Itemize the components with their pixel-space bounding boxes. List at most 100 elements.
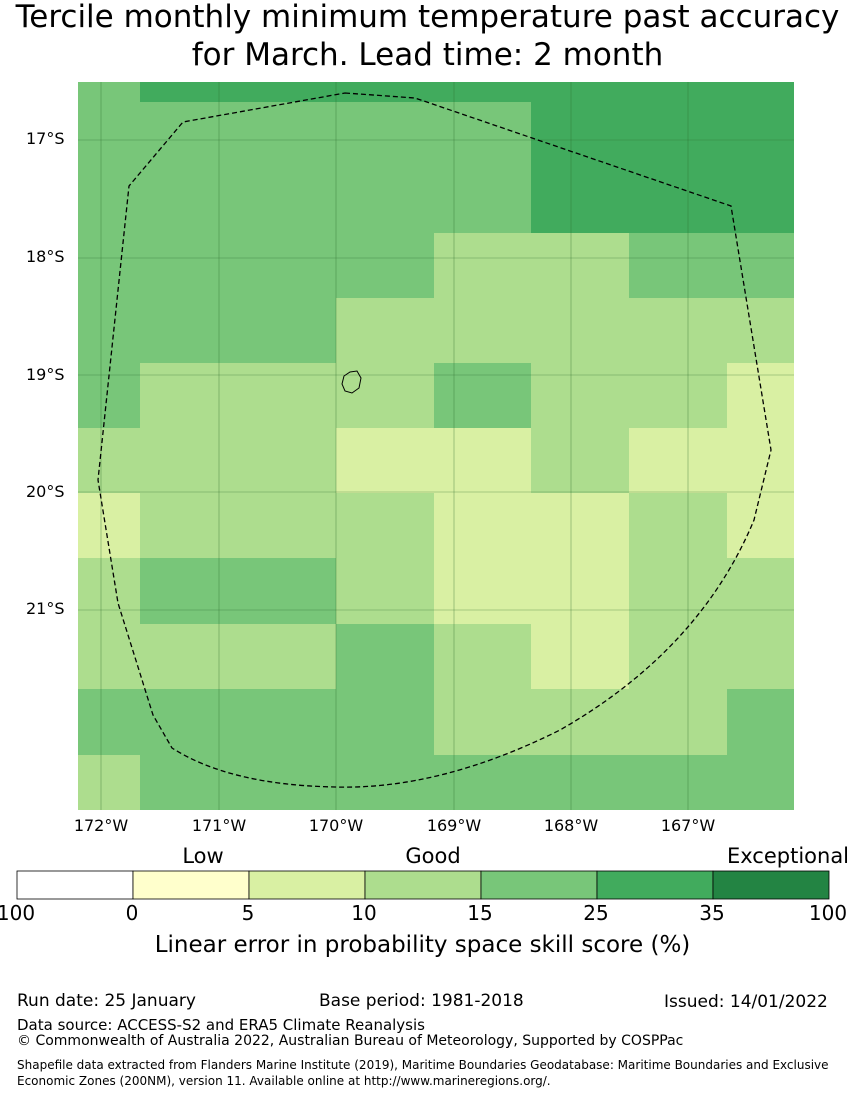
colorbar-tick: 35: [699, 901, 725, 925]
colorbar-tick: 25: [583, 901, 609, 925]
skill-cell: [238, 558, 336, 624]
skill-cell: [727, 82, 794, 167]
skill-cell: [336, 689, 434, 755]
niue-island-outline: [341, 370, 362, 394]
skill-cell: [727, 298, 794, 363]
skill-cell: [238, 689, 336, 755]
lon-label-170w: 170°W: [308, 816, 364, 835]
skill-cell: [531, 298, 629, 363]
skill-cell: [140, 755, 238, 810]
colorbar-bin: [480, 870, 598, 900]
legend-category-good: Good: [405, 844, 461, 868]
skill-cell: [140, 624, 238, 689]
colorbar-bin: [132, 870, 250, 900]
skill-cell: [238, 493, 336, 558]
skill-cell: [629, 298, 727, 363]
skill-cell: [238, 167, 336, 233]
lat-label-17s: 17°S: [26, 129, 65, 148]
skill-cell: [629, 82, 727, 167]
legend-category-exceptional: Exceptional: [726, 844, 850, 868]
skill-cell: [727, 755, 794, 810]
colorbar-bin: [596, 870, 714, 900]
skill-grid: [78, 82, 794, 810]
skill-cell: [78, 82, 140, 167]
skill-cell: [727, 363, 794, 428]
skill-cell: [434, 428, 531, 493]
map-title: Tercile monthly minimum temperature past…: [15, 0, 840, 73]
skill-cell: [434, 624, 531, 689]
skill-cell: [531, 428, 629, 493]
skill-cell: [629, 755, 727, 810]
skill-cell: [629, 624, 727, 689]
lat-label-21s: 21°S: [26, 599, 65, 618]
skill-cell: [238, 428, 336, 493]
base-period: Base period: 1981-2018: [319, 991, 524, 1011]
colorbar-tick: 15: [467, 901, 493, 925]
lat-label-19s: 19°S: [26, 365, 65, 384]
skill-cell: [238, 363, 336, 428]
skill-cell: [629, 428, 727, 493]
skill-cell: [531, 82, 629, 167]
eez-boundary: [97, 92, 772, 788]
colorbar-tick: 5: [241, 901, 255, 925]
skill-cell: [140, 167, 238, 233]
skill-cell: [140, 363, 238, 428]
skill-cell: [140, 102, 531, 167]
legend-category-low: Low: [182, 844, 224, 868]
skill-cell: [727, 493, 794, 558]
skill-cell: [336, 624, 434, 689]
skill-cell: [78, 298, 140, 363]
skill-cell: [434, 298, 531, 363]
skill-cell: [629, 167, 727, 233]
skill-cell: [531, 493, 629, 558]
skill-cell: [727, 167, 794, 233]
colorbar-bin: [364, 870, 482, 900]
skill-cell: [78, 428, 140, 493]
skill-cell: [78, 689, 140, 755]
skill-cell: [336, 493, 434, 558]
skill-cell: [434, 233, 531, 298]
skill-cell: [434, 167, 531, 233]
skill-cell: [78, 558, 140, 624]
skill-cell: [140, 493, 238, 558]
skill-cell: [727, 233, 794, 298]
colorbar-tick: 0: [125, 901, 139, 925]
skill-cell: [78, 493, 140, 558]
skill-cell: [336, 363, 434, 428]
skill-cell: [629, 363, 727, 428]
skill-cell: [336, 167, 434, 233]
shapefile-credit: Shapefile data extracted from Flanders M…: [17, 1058, 829, 1088]
skill-cell: [531, 558, 629, 624]
lon-label-167w: 167°W: [660, 816, 716, 835]
skill-cell: [531, 363, 629, 428]
skill-cell: [140, 233, 238, 298]
skill-cell: [336, 298, 434, 363]
skill-cell: [629, 233, 727, 298]
data-source: Data source: ACCESS-S2 and ERA5 Climate …: [17, 1016, 425, 1034]
skill-cell: [238, 233, 336, 298]
skill-cell: [336, 233, 434, 298]
skill-cell: [140, 298, 238, 363]
lon-label-169w: 169°W: [426, 816, 482, 835]
skill-cell: [238, 755, 336, 810]
colorbar: [16, 870, 830, 900]
skill-cell: [434, 689, 531, 755]
skill-cell: [336, 428, 434, 493]
skill-cell: [336, 558, 434, 624]
lon-label-172w: 172°W: [73, 816, 129, 835]
skill-cell: [629, 558, 727, 624]
skill-cell: [629, 493, 727, 558]
skill-cell: [434, 363, 531, 428]
skill-cell: [531, 689, 629, 755]
skill-cell: [78, 233, 140, 298]
skill-cell: [727, 428, 794, 493]
skill-map: [78, 82, 794, 810]
skill-cell: [78, 363, 140, 428]
colorbar-bin: [248, 870, 366, 900]
colorbar-label: Linear error in probability space skill …: [154, 932, 691, 958]
skill-cell: [140, 428, 238, 493]
skill-cell: [434, 558, 531, 624]
skill-cell: [140, 558, 238, 624]
copyright-notice: © Commonwealth of Australia 2022, Austra…: [17, 1033, 684, 1049]
skill-cell: [238, 298, 336, 363]
